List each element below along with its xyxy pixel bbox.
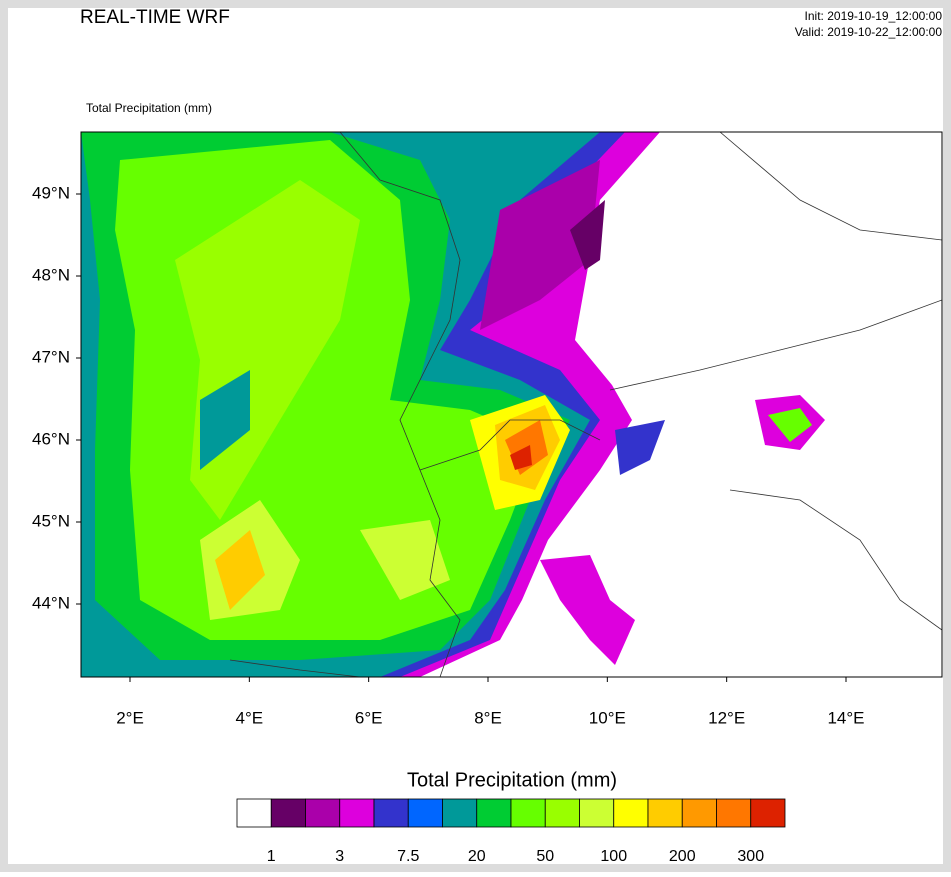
- lon-tick-label: 14°E: [827, 708, 864, 727]
- colorbar-label: 100: [600, 848, 627, 865]
- lat-tick-label: 47°N: [32, 347, 70, 366]
- lat-tick-label: 49°N: [32, 183, 70, 202]
- colorbar-label: 200: [669, 848, 696, 865]
- valid-time: Valid: 2019-10-22_12:00:00: [795, 25, 943, 39]
- lon-tick-label: 6°E: [355, 708, 383, 727]
- colorbar-box: [613, 798, 649, 828]
- field-label: Total Precipitation (mm): [86, 101, 212, 115]
- lon-tick-label: 2°E: [116, 708, 144, 727]
- map-frame: [80, 131, 943, 678]
- colorbar-label: 50: [536, 848, 554, 865]
- colorbar-label: 3: [335, 848, 344, 865]
- colorbar-box: [716, 798, 752, 828]
- lat-tick-label: 48°N: [32, 265, 70, 284]
- colorbar-box: [270, 798, 306, 828]
- colorbar-label: 1: [267, 848, 276, 865]
- colorbar-label: 20: [468, 848, 486, 865]
- borders: [229, 132, 942, 677]
- colorbar-box: [373, 798, 409, 828]
- lat-tick-label: 44°N: [32, 593, 70, 612]
- lat-tick-label: 45°N: [32, 511, 70, 530]
- colorbar-box: [681, 798, 717, 828]
- lon-tick-label: 12°E: [708, 708, 745, 727]
- colorbar-label: 7.5: [397, 848, 419, 865]
- colorbar-box: [510, 798, 546, 828]
- colorbar-box: [339, 798, 375, 828]
- colorbar-box: [750, 798, 786, 828]
- lon-tick-label: 8°E: [474, 708, 502, 727]
- colorbar-title: Total Precipitation (mm): [407, 769, 617, 791]
- colorbar-box: [407, 798, 443, 828]
- colorbar-box: [442, 798, 478, 828]
- precip-field: [81, 132, 825, 677]
- colorbar-label: 300: [737, 848, 764, 865]
- title: REAL-TIME WRF: [80, 7, 230, 28]
- colorbar-box: [647, 798, 683, 828]
- colorbar-box: [305, 798, 341, 828]
- lon-tick-label: 4°E: [236, 708, 264, 727]
- colorbar-box: [236, 798, 272, 828]
- colorbar-box: [579, 798, 615, 828]
- colorbar-box: [476, 798, 512, 828]
- colorbar-box: [544, 798, 580, 828]
- lon-tick-label: 10°E: [589, 708, 626, 727]
- lat-tick-label: 46°N: [32, 429, 70, 448]
- init-time: Init: 2019-10-19_12:00:00: [805, 9, 943, 23]
